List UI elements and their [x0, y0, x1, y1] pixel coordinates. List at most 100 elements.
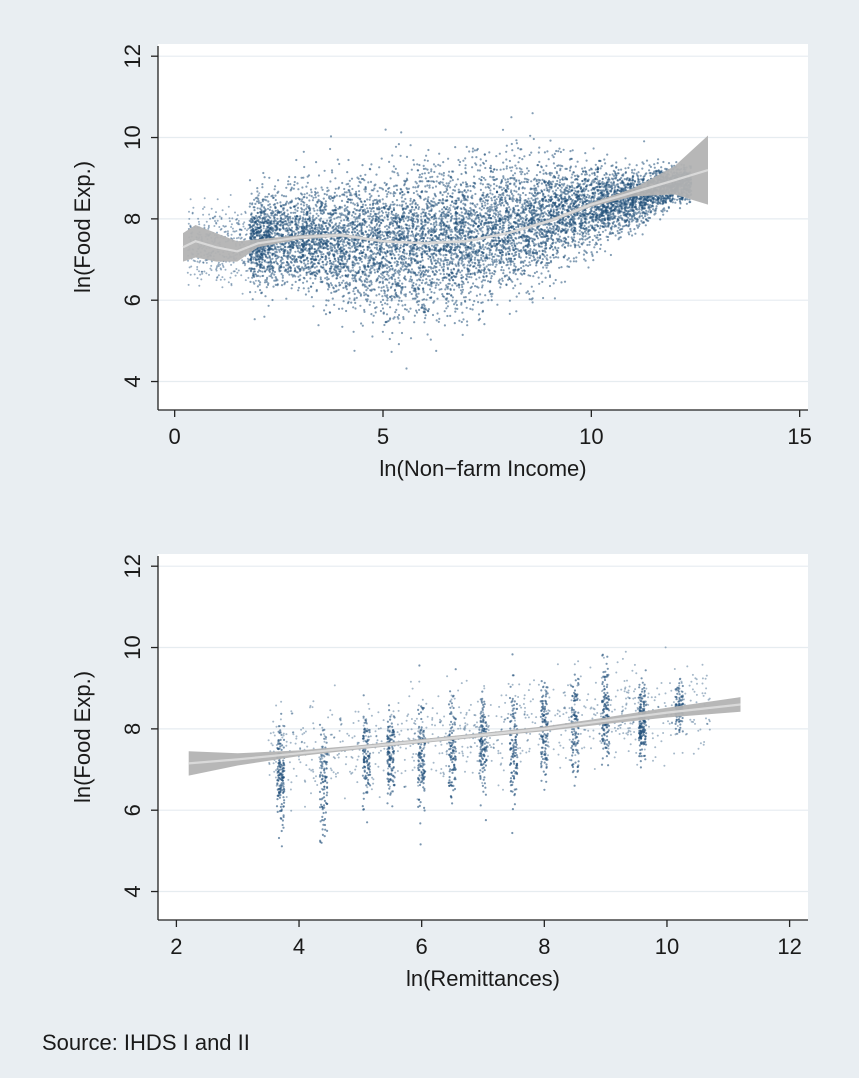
data-point	[615, 166, 617, 168]
data-point	[361, 222, 363, 224]
data-point	[400, 233, 402, 235]
data-point	[427, 237, 429, 239]
data-point	[660, 166, 662, 168]
data-point	[520, 242, 522, 244]
data-point	[448, 182, 450, 184]
data-point	[548, 173, 550, 175]
data-point	[531, 228, 533, 230]
data-point	[390, 217, 392, 219]
data-point	[261, 292, 263, 294]
data-point	[477, 301, 479, 303]
data-point	[391, 265, 393, 267]
data-point	[287, 213, 289, 215]
data-point	[357, 232, 359, 234]
data-point	[415, 310, 417, 312]
data-point	[530, 152, 532, 154]
data-point	[684, 199, 686, 201]
data-point	[369, 226, 371, 228]
data-point	[326, 276, 328, 278]
data-point	[441, 293, 443, 295]
data-point	[498, 282, 500, 284]
data-point	[645, 224, 647, 226]
data-point	[449, 180, 451, 182]
data-point	[555, 279, 557, 281]
data-point	[252, 275, 254, 277]
data-point	[598, 231, 600, 233]
data-point	[442, 254, 444, 256]
data-point	[610, 181, 612, 183]
data-point	[317, 195, 319, 197]
data-point	[457, 159, 459, 161]
data-point	[370, 283, 372, 285]
data-point	[492, 215, 494, 217]
data-point	[386, 183, 388, 185]
data-point	[451, 200, 453, 202]
data-point	[503, 168, 505, 170]
data-point	[405, 257, 407, 259]
data-point	[322, 261, 324, 263]
data-point	[512, 247, 514, 249]
data-point	[360, 175, 362, 177]
data-point	[315, 224, 317, 226]
data-point	[623, 188, 625, 190]
data-point	[291, 287, 293, 289]
data-point	[436, 282, 438, 284]
data-point	[256, 190, 258, 192]
data-point	[473, 231, 475, 233]
data-point	[269, 203, 271, 205]
data-point	[500, 204, 502, 206]
data-point	[312, 199, 314, 201]
data-point	[507, 251, 509, 253]
data-point	[447, 209, 449, 211]
data-point	[390, 192, 392, 194]
data-point	[407, 235, 409, 237]
data-point	[555, 150, 557, 152]
data-point	[552, 254, 554, 256]
data-point	[418, 249, 420, 251]
data-point	[324, 277, 326, 279]
data-point	[604, 250, 606, 252]
data-point	[472, 246, 474, 248]
data-point	[494, 199, 496, 201]
data-point	[327, 300, 329, 302]
data-point	[394, 272, 396, 274]
data-point	[393, 275, 395, 277]
data-point	[262, 200, 264, 202]
data-point	[467, 185, 469, 187]
data-point	[427, 196, 429, 198]
data-point	[456, 231, 458, 233]
data-point	[634, 233, 636, 235]
data-point	[363, 292, 365, 294]
data-point	[638, 206, 640, 208]
data-point	[469, 185, 471, 187]
data-point	[491, 299, 493, 301]
data-point	[400, 244, 402, 246]
data-point	[475, 156, 477, 158]
data-point	[666, 210, 668, 212]
data-point	[403, 258, 405, 260]
data-point	[349, 244, 351, 246]
data-point	[505, 202, 507, 204]
data-point	[306, 274, 308, 276]
data-point	[344, 205, 346, 207]
data-point	[579, 201, 581, 203]
data-point	[286, 281, 288, 283]
data-point	[514, 165, 516, 167]
data-point	[480, 189, 482, 191]
data-point	[577, 161, 579, 163]
data-point	[605, 177, 607, 179]
data-point	[325, 313, 327, 315]
data-point	[434, 239, 436, 241]
data-point	[369, 193, 371, 195]
data-point	[564, 246, 566, 248]
data-point	[522, 192, 524, 194]
data-point	[372, 321, 374, 323]
data-point	[547, 270, 549, 272]
data-point	[415, 283, 417, 285]
data-point	[569, 167, 571, 169]
data-point	[444, 288, 446, 290]
data-point	[355, 259, 357, 261]
data-point	[545, 185, 547, 187]
data-point	[379, 281, 381, 283]
data-point	[648, 169, 650, 171]
